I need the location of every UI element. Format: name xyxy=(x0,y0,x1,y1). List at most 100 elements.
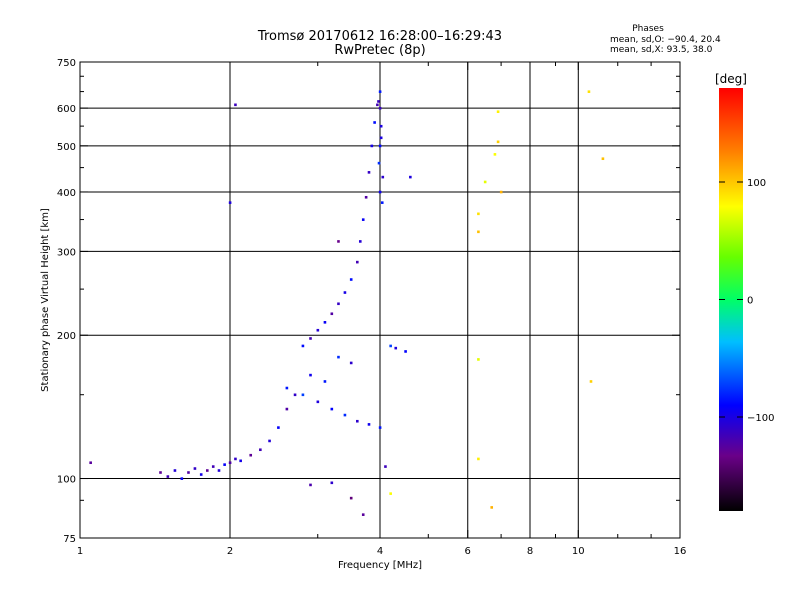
chart-subtitle: RwPretec (8p) xyxy=(334,43,425,58)
data-point xyxy=(89,461,92,465)
y-tick-label: 400 xyxy=(57,188,76,199)
data-point xyxy=(477,230,480,234)
data-point xyxy=(217,469,221,472)
stats-heading: Phases xyxy=(632,24,664,34)
data-point xyxy=(309,337,312,340)
data-point xyxy=(173,469,177,472)
data-point xyxy=(361,513,365,516)
data-point xyxy=(228,461,232,465)
y-tick-label: 100 xyxy=(57,475,76,486)
data-point xyxy=(239,459,242,463)
data-point xyxy=(166,475,170,478)
data-point xyxy=(483,180,487,184)
data-point xyxy=(389,492,392,495)
data-point xyxy=(277,426,280,429)
data-point xyxy=(309,373,312,377)
data-point xyxy=(378,426,382,429)
data-point xyxy=(211,465,215,468)
data-point xyxy=(493,153,497,156)
data-point xyxy=(376,103,379,107)
data-point xyxy=(404,350,407,353)
data-point xyxy=(373,121,376,124)
data-point xyxy=(343,291,347,294)
x-tick-label: 10 xyxy=(572,546,585,557)
data-point xyxy=(228,201,232,204)
data-point xyxy=(367,423,371,426)
data-point xyxy=(316,328,320,332)
data-point xyxy=(285,407,289,411)
data-point xyxy=(477,358,480,361)
data-point xyxy=(180,477,184,480)
data-point xyxy=(378,90,382,93)
data-point xyxy=(355,260,359,264)
data-point xyxy=(343,413,347,417)
y-tick-label: 200 xyxy=(57,331,76,342)
data-point xyxy=(477,212,480,216)
data-point xyxy=(379,136,383,140)
data-point xyxy=(349,361,353,365)
data-point xyxy=(349,278,353,281)
y-tick-label: 75 xyxy=(63,534,76,545)
data-point xyxy=(330,481,334,485)
data-point xyxy=(379,124,383,128)
data-point xyxy=(370,144,374,148)
data-point xyxy=(205,469,209,472)
data-point xyxy=(234,103,237,107)
colorbar-ticks: 100 0 −100 xyxy=(719,178,774,424)
data-point xyxy=(249,453,253,457)
data-point xyxy=(159,471,162,474)
data-point xyxy=(337,302,340,306)
y-tick-label: 750 xyxy=(57,58,76,69)
data-point xyxy=(358,240,362,243)
x-tick-label: 2 xyxy=(227,546,233,557)
data-point xyxy=(587,90,591,93)
colorbar-tick-label: −100 xyxy=(747,413,774,424)
data-point xyxy=(377,161,381,165)
data-point xyxy=(601,157,605,161)
data-point xyxy=(187,471,190,474)
data-point xyxy=(384,465,387,468)
x-tick-label: 8 xyxy=(527,546,533,557)
data-point xyxy=(361,218,365,221)
x-tick-label: 4 xyxy=(377,546,383,557)
data-point xyxy=(259,448,262,452)
data-point xyxy=(381,175,385,179)
data-point xyxy=(199,473,203,476)
stats-o-mode: mean, sd,O: −90.4, 20.4 xyxy=(610,35,721,45)
data-point xyxy=(378,106,382,110)
x-axis-label: Frequency [MHz] xyxy=(338,560,422,571)
data-point xyxy=(337,355,340,359)
data-point xyxy=(364,195,368,199)
data-point xyxy=(380,201,384,204)
data-point xyxy=(394,346,398,350)
data-point xyxy=(330,312,334,316)
chart-title: Tromsø 20170612 16:28:00–16:29:43 xyxy=(257,29,502,44)
data-point xyxy=(409,175,412,179)
data-point xyxy=(323,321,327,324)
data-point xyxy=(301,393,305,397)
data-point xyxy=(589,380,593,383)
data-point xyxy=(477,457,480,461)
stats-x-mode: mean, sd,X: 93.5, 38.0 xyxy=(610,45,713,55)
data-point xyxy=(490,506,494,509)
colorbar-tick-label: 100 xyxy=(747,178,766,189)
colorbar-tick-label: 0 xyxy=(747,296,753,307)
data-point xyxy=(349,496,353,500)
data-point xyxy=(377,100,380,103)
x-tick-label: 1 xyxy=(77,546,83,557)
data-point xyxy=(323,380,327,383)
data-point xyxy=(330,407,334,411)
data-point xyxy=(285,386,289,390)
y-tick-label: 600 xyxy=(57,104,76,115)
data-point xyxy=(316,400,320,404)
data-point xyxy=(337,240,340,243)
x-tick-label: 16 xyxy=(674,546,687,557)
data-point xyxy=(293,393,297,397)
data-point xyxy=(234,457,237,461)
data-point xyxy=(378,190,382,194)
y-tick-label: 300 xyxy=(57,247,76,258)
data-point xyxy=(367,171,371,174)
data-point xyxy=(496,110,500,114)
data-points xyxy=(89,90,605,516)
